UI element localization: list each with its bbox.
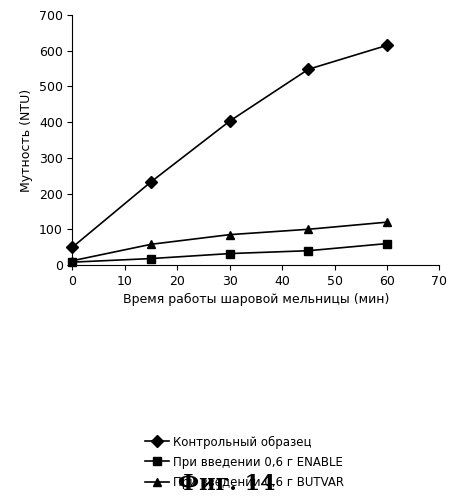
X-axis label: Время работы шаровой мельницы (мин): Время работы шаровой мельницы (мин) — [123, 294, 389, 306]
Legend: Контрольный образец, При введении 0,6 г ENABLE, При введении 0,6 г BUTVAR: Контрольный образец, При введении 0,6 г … — [143, 434, 347, 492]
Text: Фиг. 14: Фиг. 14 — [178, 473, 275, 495]
Y-axis label: Мутность (NTU): Мутность (NTU) — [20, 88, 33, 192]
